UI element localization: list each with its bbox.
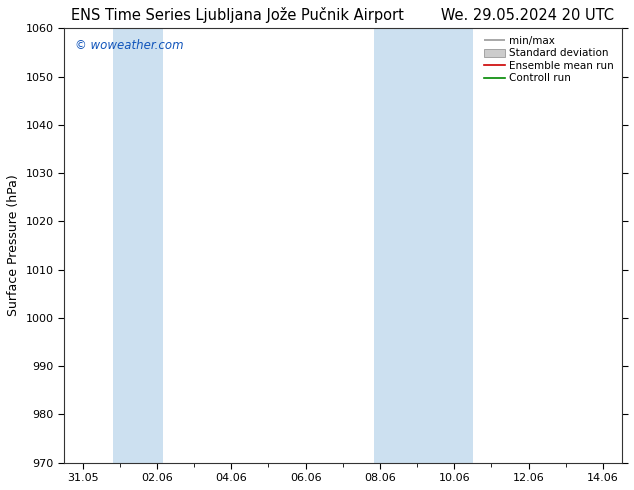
- Text: © woweather.com: © woweather.com: [75, 39, 184, 52]
- Bar: [424, 28, 473, 463]
- Y-axis label: Surface Pressure (hPa): Surface Pressure (hPa): [7, 174, 20, 317]
- Bar: [373, 28, 424, 463]
- Legend: min/max, Standard deviation, Ensemble mean run, Controll run: min/max, Standard deviation, Ensemble me…: [482, 33, 616, 85]
- Bar: [113, 28, 164, 463]
- Title: ENS Time Series Ljubljana Jože Pučnik Airport        We. 29.05.2024 20 UTC: ENS Time Series Ljubljana Jože Pučnik Ai…: [71, 7, 614, 23]
